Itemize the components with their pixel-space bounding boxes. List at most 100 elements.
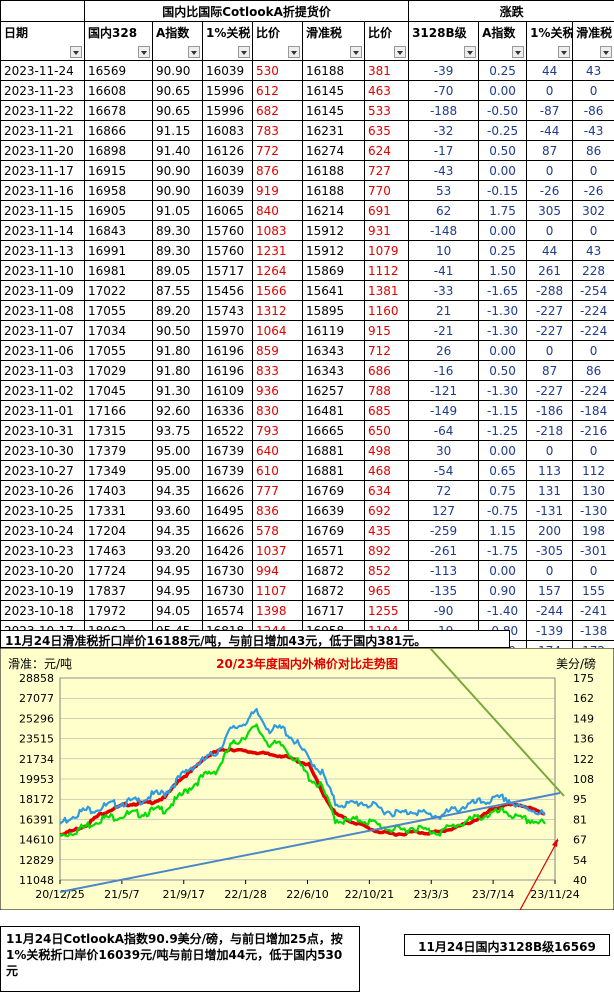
table-cell[interactable]: 198 (572, 520, 614, 541)
table-cell[interactable]: 686 (363, 360, 410, 381)
table-cell[interactable]: -54 (408, 460, 480, 481)
table-cell[interactable]: -1.30 (478, 320, 528, 341)
table-cell[interactable]: 2023-11-02 (0, 380, 85, 401)
table-cell[interactable]: 1264 (252, 260, 303, 281)
table-cell[interactable]: 94.95 (152, 580, 203, 601)
table-cell[interactable]: 2023-11-01 (0, 400, 85, 421)
table-cell[interactable]: 2023-11-16 (0, 180, 85, 201)
table-cell[interactable]: 26 (408, 340, 480, 361)
table-cell[interactable]: 16769 (302, 480, 365, 501)
table-cell[interactable]: 87 (526, 140, 574, 161)
table-cell[interactable]: 16145 (302, 100, 365, 121)
table-cell[interactable]: 1398 (252, 600, 303, 621)
table-cell[interactable]: 16898 (84, 140, 153, 161)
table-cell[interactable]: 16065 (202, 200, 253, 221)
table-cell[interactable]: 685 (363, 400, 410, 421)
table-cell[interactable]: 1064 (252, 320, 303, 341)
table-cell[interactable]: 2023-10-18 (0, 600, 85, 621)
table-cell[interactable]: 91.80 (152, 340, 203, 361)
filter-dropdown-icon[interactable] (464, 46, 477, 58)
table-cell[interactable]: -43 (408, 160, 480, 181)
table-cell[interactable]: -32 (408, 120, 480, 141)
table-cell[interactable]: 17204 (84, 520, 153, 541)
table-cell[interactable]: -224 (572, 300, 614, 321)
table-cell[interactable]: 16426 (202, 540, 253, 561)
table-cell[interactable]: 16678 (84, 100, 153, 121)
table-cell[interactable]: 16231 (302, 120, 365, 141)
table-cell[interactable]: 155 (572, 580, 614, 601)
table-cell[interactable]: -186 (526, 400, 574, 421)
table-cell[interactable]: 1112 (363, 260, 410, 281)
table-cell[interactable]: -39 (408, 60, 480, 81)
table-cell[interactable]: 468 (363, 460, 410, 481)
table-cell[interactable]: 1231 (252, 240, 303, 261)
table-cell[interactable]: 16257 (302, 380, 365, 401)
table-cell[interactable]: -0.25 (478, 120, 528, 141)
table-cell[interactable]: 381 (363, 60, 410, 81)
table-cell[interactable]: 994 (252, 560, 303, 581)
table-cell[interactable]: -41 (408, 260, 480, 281)
table-cell[interactable]: 16039 (202, 180, 253, 201)
table-cell[interactable]: 44 (526, 240, 574, 261)
table-cell[interactable]: 302 (572, 200, 614, 221)
table-cell[interactable]: 0 (572, 160, 614, 181)
table-cell[interactable]: 95.00 (152, 440, 203, 461)
table-cell[interactable]: 0.00 (478, 560, 528, 581)
table-cell[interactable]: -121 (408, 380, 480, 401)
table-cell[interactable]: 16958 (84, 180, 153, 201)
table-cell[interactable]: -90 (408, 600, 480, 621)
table-cell[interactable]: 15996 (202, 100, 253, 121)
table-cell[interactable]: 93.20 (152, 540, 203, 561)
table-cell[interactable]: 783 (252, 120, 303, 141)
filter-dropdown-icon[interactable] (394, 46, 407, 58)
table-cell[interactable]: 793 (252, 420, 303, 441)
table-cell[interactable]: 2023-11-20 (0, 140, 85, 161)
table-cell[interactable]: 200 (526, 520, 574, 541)
table-cell[interactable]: -1.65 (478, 280, 528, 301)
table-cell[interactable]: 463 (363, 80, 410, 101)
table-cell[interactable]: 16109 (202, 380, 253, 401)
table-cell[interactable]: 16881 (302, 440, 365, 461)
table-cell[interactable]: 0 (572, 80, 614, 101)
table-cell[interactable]: 0 (526, 160, 574, 181)
table-cell[interactable]: 17349 (84, 460, 153, 481)
table-cell[interactable]: 915 (363, 320, 410, 341)
table-cell[interactable]: 635 (363, 120, 410, 141)
table-cell[interactable]: 16905 (84, 200, 153, 221)
table-cell[interactable]: 16188 (302, 180, 365, 201)
table-cell[interactable]: 712 (363, 340, 410, 361)
table-cell[interactable]: 0 (526, 560, 574, 581)
table-cell[interactable]: 16343 (302, 340, 365, 361)
table-cell[interactable]: -224 (572, 380, 614, 401)
table-cell[interactable]: 15717 (202, 260, 253, 281)
table-cell[interactable]: -224 (572, 320, 614, 341)
table-cell[interactable]: 0 (572, 440, 614, 461)
table-cell[interactable]: -0.75 (478, 500, 528, 521)
table-cell[interactable]: 1255 (363, 600, 410, 621)
table-cell[interactable]: 17315 (84, 420, 153, 441)
table-cell[interactable]: 1312 (252, 300, 303, 321)
table-cell[interactable]: 261 (526, 260, 574, 281)
table-cell[interactable]: 0 (526, 80, 574, 101)
table-cell[interactable]: 16730 (202, 560, 253, 581)
table-cell[interactable]: -16 (408, 360, 480, 381)
table-cell[interactable]: -1.30 (478, 300, 528, 321)
table-cell[interactable]: -188 (408, 100, 480, 121)
table-cell[interactable]: 16872 (302, 560, 365, 581)
table-cell[interactable]: 89.30 (152, 220, 203, 241)
table-cell[interactable]: 16336 (202, 400, 253, 421)
table-cell[interactable]: 1381 (363, 280, 410, 301)
filter-dropdown-icon[interactable] (288, 46, 300, 58)
table-cell[interactable]: 2023-11-10 (0, 260, 85, 281)
table-cell[interactable]: 931 (363, 220, 410, 241)
table-cell[interactable]: -305 (526, 540, 574, 561)
table-cell[interactable]: 72 (408, 480, 480, 501)
table-cell[interactable]: 16608 (84, 80, 153, 101)
table-cell[interactable]: 2023-11-24 (0, 60, 85, 81)
table-cell[interactable]: 2023-11-17 (0, 160, 85, 181)
table-cell[interactable]: -244 (526, 600, 574, 621)
table-cell[interactable]: 435 (363, 520, 410, 541)
table-cell[interactable]: 936 (252, 380, 303, 401)
table-cell[interactable]: 691 (363, 200, 410, 221)
table-cell[interactable]: 16522 (202, 420, 253, 441)
